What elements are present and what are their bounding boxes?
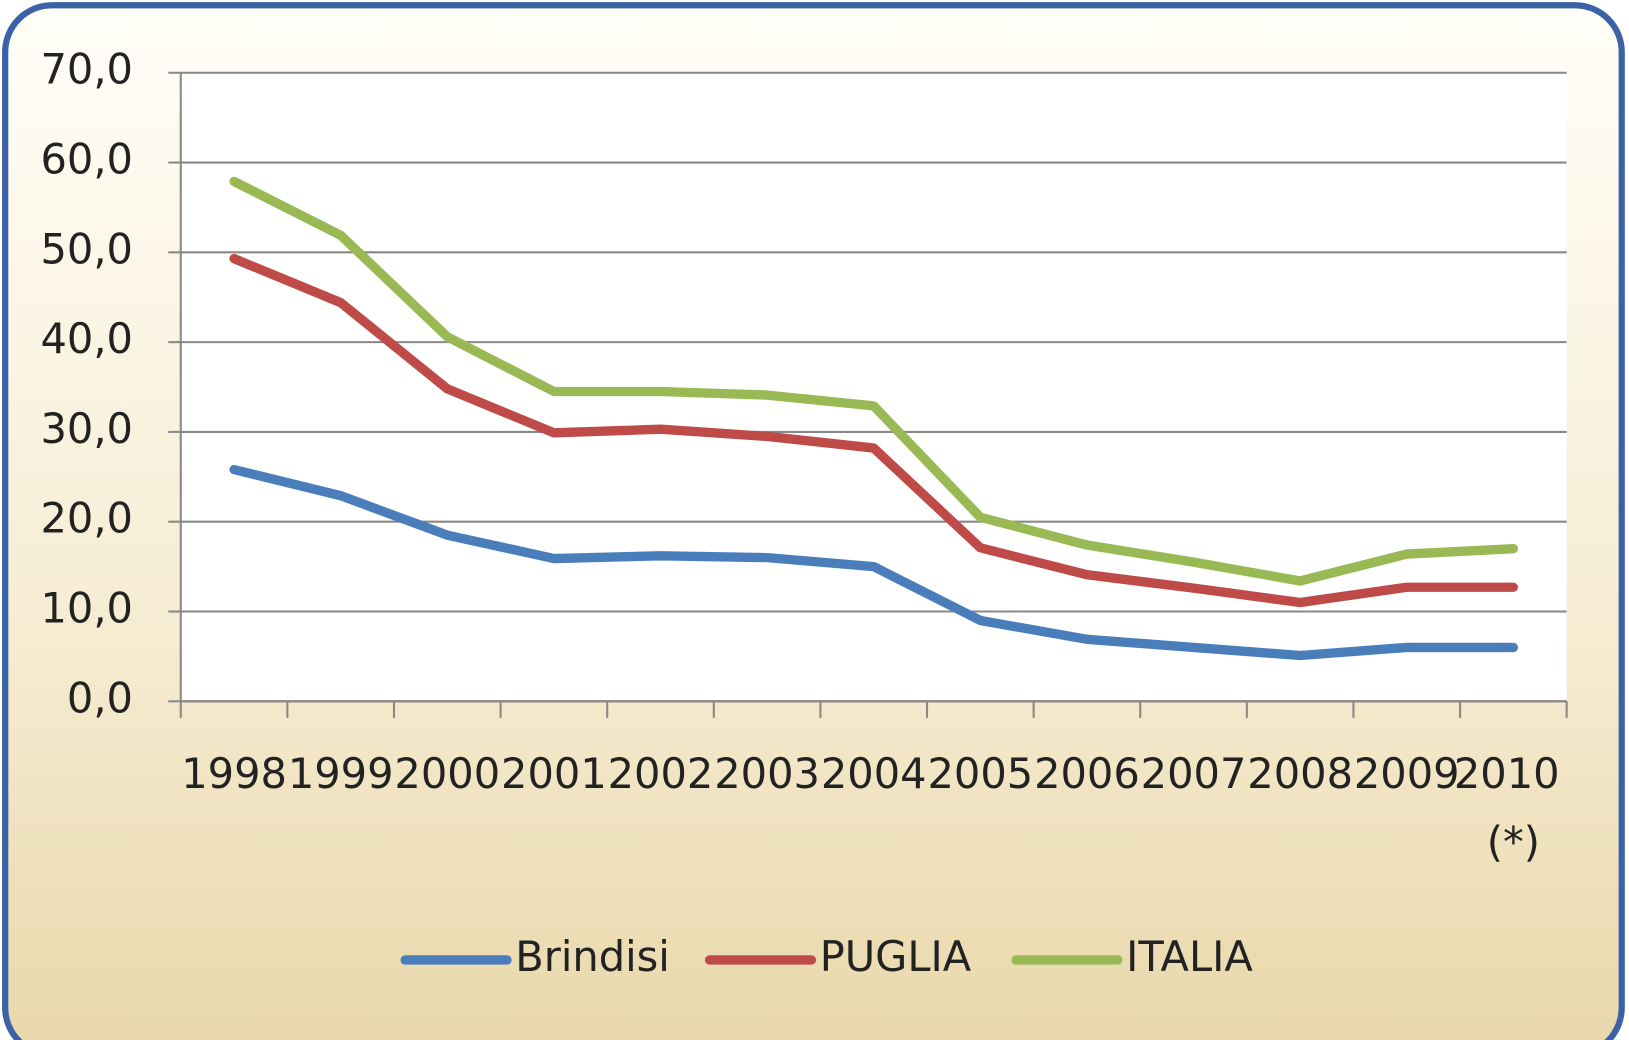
series-line <box>229 253 1519 608</box>
y-tick-label: 20,0 <box>40 494 133 543</box>
legend-label: ITALIA <box>1126 932 1253 981</box>
series-line <box>229 464 1519 661</box>
x-tick-label: 2009 <box>1354 749 1460 798</box>
x-tick-label: 1998 <box>181 749 287 798</box>
y-tick-label: 30,0 <box>40 404 133 453</box>
x-tick-label: 2001 <box>501 749 607 798</box>
y-tick-label: 60,0 <box>40 135 133 184</box>
y-tick-label: 50,0 <box>40 224 133 273</box>
x-tick-label: 2004 <box>821 749 927 798</box>
y-tick-label: 70,0 <box>40 45 133 94</box>
series-line <box>229 176 1519 586</box>
plot-area <box>180 72 1567 702</box>
x-tick-label: 2005 <box>927 749 1033 798</box>
x-tick-label: 2006 <box>1034 749 1140 798</box>
y-tick-label: 0,0 <box>67 673 133 722</box>
x-tick-label-part: (*) <box>1487 818 1540 867</box>
y-tick-label: 10,0 <box>40 583 133 632</box>
x-tick-label: 2010 (*) <box>1454 749 1573 867</box>
x-tick-label: 2008 <box>1247 749 1353 798</box>
x-tick-label: 2002 <box>608 749 714 798</box>
legend-label: PUGLIA <box>820 932 972 981</box>
x-tick-label: 2003 <box>714 749 820 798</box>
x-tick-label: 1999 <box>288 749 394 798</box>
x-tick-label: 2007 <box>1141 749 1247 798</box>
x-tick-label-part: 2010 <box>1454 749 1573 798</box>
y-tick-label: 40,0 <box>40 314 133 363</box>
x-tick-label: 2000 <box>394 749 500 798</box>
legend-label: Brindisi <box>515 932 670 981</box>
